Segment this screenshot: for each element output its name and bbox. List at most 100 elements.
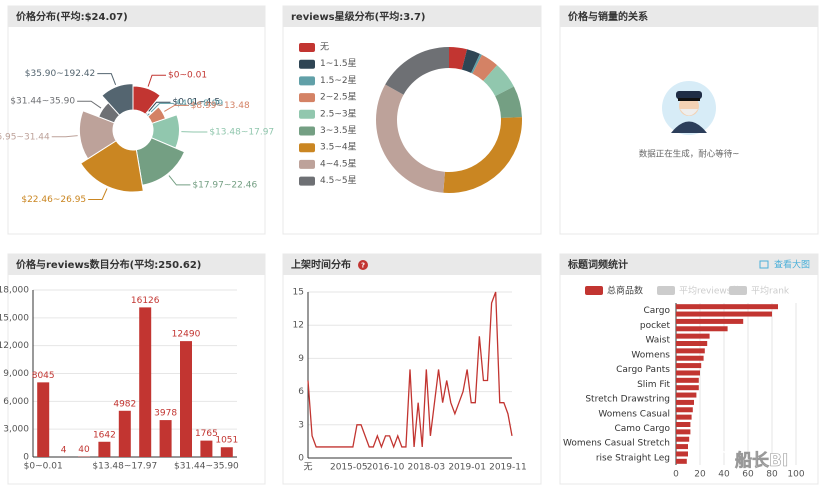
bar (676, 458, 687, 464)
donut-slice (443, 117, 522, 193)
legend-swatch (299, 43, 315, 52)
bar (676, 348, 705, 354)
y-tick-label: rise Straight Leg (596, 453, 670, 463)
value-label: 4 (61, 445, 67, 455)
label-line (168, 175, 191, 186)
value-label: 3978 (154, 409, 177, 419)
slice-label: $0~0.01 (168, 71, 207, 81)
bar (118, 410, 131, 457)
avatar-beard (680, 109, 698, 116)
panel (7, 253, 266, 485)
bar (676, 333, 710, 339)
panel (7, 5, 266, 235)
x-tick-label: 60 (742, 470, 754, 480)
y-tick-label: Stretch Drawstring (585, 395, 670, 405)
panel-header (8, 6, 265, 27)
panel-title: 价格与销量的关系 (568, 10, 648, 23)
legend-swatch (299, 159, 315, 169)
view-large-link[interactable]: 查看大图 (774, 259, 810, 271)
bar (676, 311, 772, 317)
value-label: 8045 (32, 371, 55, 381)
x-tick-label: $0~0.01 (24, 462, 63, 472)
y-tick-label: 6 (298, 387, 304, 397)
x-tick-label: $31.44~35.90 (174, 462, 239, 472)
legend-label: 1~1.5星 (320, 58, 357, 69)
bar (676, 385, 699, 391)
y-tick-label: Womens Casual (598, 409, 670, 419)
y-tick-label: 3,000 (3, 425, 29, 435)
legend-label: 1.5~2星 (320, 75, 357, 86)
panel (282, 5, 542, 235)
x-tick-label: 2018-03 (408, 463, 446, 473)
bar (676, 444, 688, 450)
y-tick-label: 18,000 (0, 286, 29, 296)
bar (676, 451, 688, 457)
y-tick-label: 0 (23, 453, 29, 463)
x-tick-label: 0 (673, 470, 679, 480)
bar (676, 341, 708, 346)
donut-slice (449, 47, 468, 70)
y-tick-label: 12 (293, 321, 304, 331)
slice-label: $22.46~26.95 (21, 195, 86, 205)
panel-title: reviews星级分布(平均:3.7) (291, 10, 426, 23)
rose-slice (101, 83, 134, 116)
bar (159, 420, 172, 457)
x-tick-label: 2019-11 (489, 463, 527, 473)
slice-label: $31.44~35.90 (10, 97, 75, 107)
label-line (150, 102, 174, 113)
rose-slice (78, 110, 117, 160)
bar (676, 392, 697, 398)
help-mark: ? (361, 262, 365, 270)
legend-swatch (299, 109, 315, 119)
slice-label: $35.90~192.42 (25, 69, 96, 79)
bar (676, 436, 690, 442)
y-tick-label: 9,000 (3, 369, 29, 379)
y-tick-label: 6,000 (3, 397, 29, 407)
value-label: 12490 (172, 330, 201, 340)
y-tick-label: 15,000 (0, 313, 29, 323)
avatar-cap-brim (678, 98, 700, 101)
value-label: 4982 (113, 399, 136, 409)
y-tick-label: Waist (645, 336, 670, 346)
bar (139, 307, 152, 457)
panel-title: 上架时间分布 (291, 258, 351, 271)
legend-swatch (299, 143, 315, 153)
slice-label: $4.5~8.99 (176, 99, 224, 109)
bar (676, 370, 700, 376)
x-tick-label: 80 (766, 470, 778, 480)
avatar-body (671, 121, 707, 133)
y-tick-label: Camo Cargo (615, 424, 671, 434)
x-tick-label: 无 (303, 462, 312, 473)
y-tick-label: 0 (298, 454, 304, 464)
bar (676, 318, 744, 324)
bar (220, 447, 233, 457)
slice-label: $13.48~17.97 (209, 128, 274, 138)
bar (676, 304, 778, 310)
legend-swatch (729, 286, 747, 295)
slice-label: $17.97~22.46 (192, 180, 257, 190)
y-tick-label: 3 (298, 420, 304, 430)
donut-slice (461, 49, 480, 73)
y-tick-label: Womens Casual Stretch (563, 439, 670, 449)
legend-label: 2.5~3星 (320, 108, 357, 119)
x-tick-label: 100 (787, 470, 804, 480)
panel-header (560, 254, 818, 275)
panel-header (560, 6, 818, 27)
legend-label: 总商品数 (607, 285, 643, 297)
x-tick-label: 20 (694, 470, 706, 480)
y-tick-label: Cargo Pants (616, 365, 670, 375)
legend-swatch (299, 59, 315, 69)
donut-slice (483, 65, 514, 97)
bar (676, 355, 704, 361)
loading-message: 数据正在生成，耐心等待~ (639, 149, 740, 160)
y-tick-label: Cargo (643, 306, 670, 316)
legend-label: 平均reviews数 (679, 285, 740, 297)
y-tick-label: 9 (298, 354, 304, 364)
panel-title: 价格分布(平均:$24.07) (16, 10, 128, 23)
bar (676, 414, 692, 420)
donut-slice (471, 53, 482, 74)
x-tick-label: 40 (718, 470, 730, 480)
label-line (51, 135, 78, 138)
donut-slice (376, 84, 445, 193)
